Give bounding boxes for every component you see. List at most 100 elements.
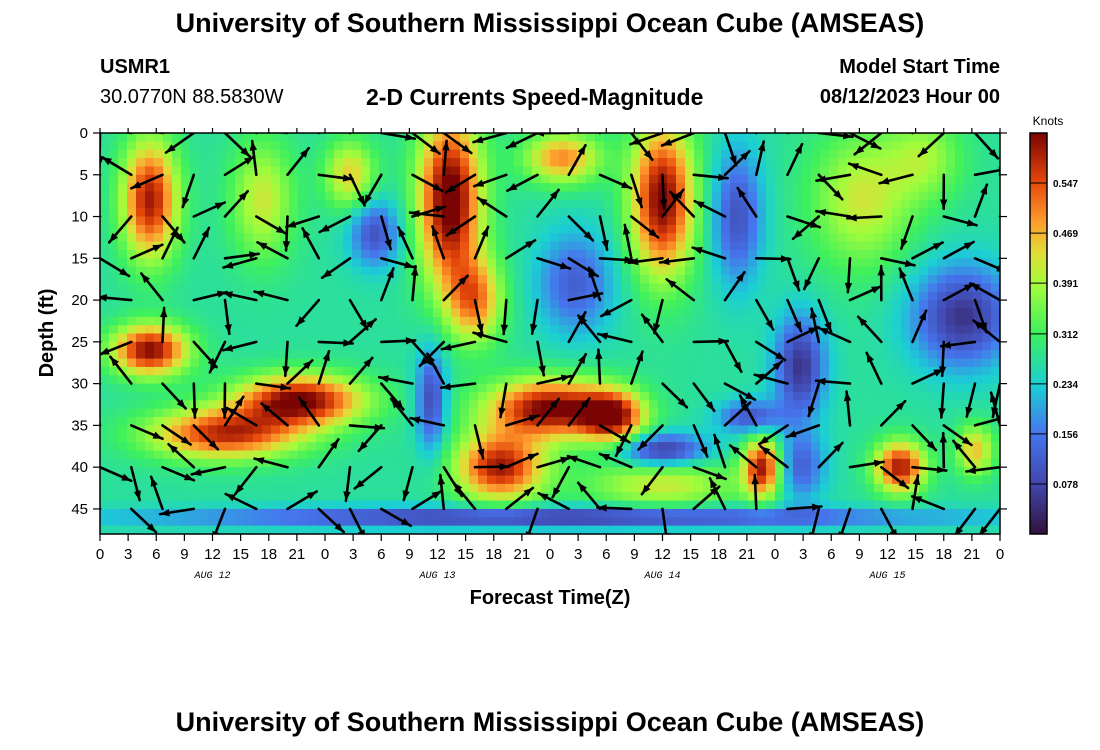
heatmap-cell xyxy=(559,149,569,159)
heatmap-cell xyxy=(505,400,515,410)
heatmap-cell xyxy=(919,158,929,168)
main-title: University of Southern Mississippi Ocean… xyxy=(175,8,925,38)
heatmap-cell xyxy=(370,383,380,393)
heatmap-cell xyxy=(541,300,551,310)
heatmap-cell xyxy=(316,308,326,318)
heatmap-cell xyxy=(190,341,200,351)
heatmap-cell xyxy=(343,341,353,351)
heatmap-cell xyxy=(127,525,137,534)
heatmap-cell xyxy=(109,316,119,326)
heatmap-cell xyxy=(982,400,992,410)
heatmap-cell xyxy=(883,308,893,318)
heatmap-cell xyxy=(784,249,794,259)
heatmap-cell xyxy=(991,258,1000,268)
heatmap-cell xyxy=(469,191,479,201)
heatmap-cell xyxy=(856,417,866,426)
heatmap-cell xyxy=(802,208,812,218)
heatmap-cell xyxy=(784,483,794,493)
heatmap-cell xyxy=(568,308,578,318)
heatmap-cell xyxy=(838,133,848,142)
heatmap-cell xyxy=(496,300,506,310)
heatmap-cell xyxy=(775,483,785,493)
heatmap-cell xyxy=(946,475,956,485)
heatmap-cell xyxy=(163,400,173,410)
heatmap-cell xyxy=(100,508,110,518)
heatmap-cell xyxy=(298,492,308,502)
heatmap-cell xyxy=(676,508,686,518)
heatmap-cell xyxy=(361,158,371,168)
heatmap-cell xyxy=(154,391,164,401)
heatmap-cell xyxy=(352,433,362,443)
heatmap-cell xyxy=(820,450,830,460)
heatmap-cell xyxy=(667,341,677,351)
heatmap-cell xyxy=(622,300,632,310)
heatmap-cell xyxy=(460,383,470,393)
heatmap-cell xyxy=(586,341,596,351)
heatmap-cell xyxy=(379,483,389,493)
current-vector xyxy=(472,173,508,188)
heatmap-cell xyxy=(136,133,146,142)
heatmap-cell xyxy=(937,308,947,318)
heatmap-cell xyxy=(892,191,902,201)
heatmap-cell xyxy=(136,442,146,452)
heatmap-cell xyxy=(154,458,164,468)
heatmap-cell xyxy=(541,467,551,477)
heatmap-cell xyxy=(316,517,326,527)
heatmap-cell xyxy=(343,208,353,218)
heatmap-cell xyxy=(802,316,812,326)
heatmap-cell xyxy=(163,158,173,168)
heatmap-cell xyxy=(847,208,857,218)
heatmap-cell xyxy=(289,433,299,443)
heatmap-cell xyxy=(262,383,272,393)
heatmap-cell xyxy=(406,366,416,376)
heatmap-cell xyxy=(397,442,407,452)
heatmap-cell xyxy=(559,333,569,343)
heatmap-cell xyxy=(568,525,578,534)
heatmap-cell xyxy=(775,308,785,318)
heatmap-cell xyxy=(550,442,560,452)
current-vector xyxy=(223,189,249,218)
current-vector xyxy=(598,173,633,190)
heatmap-cell xyxy=(361,517,371,527)
heatmap-cell xyxy=(145,141,155,151)
heatmap-cell xyxy=(829,450,839,460)
heatmap-cell xyxy=(100,333,110,343)
heatmap-cell xyxy=(262,149,272,159)
heatmap-cell xyxy=(721,517,731,527)
heatmap-cell xyxy=(307,525,317,534)
current-vector xyxy=(754,140,766,177)
heatmap-cell xyxy=(136,408,146,418)
heatmap-cell xyxy=(235,149,245,159)
current-vector xyxy=(472,133,508,144)
heatmap-cell xyxy=(361,183,371,193)
heatmap-cell xyxy=(163,249,173,259)
heatmap-cell xyxy=(100,467,110,477)
current-vector xyxy=(317,173,354,182)
heatmap-cell xyxy=(847,400,857,410)
heatmap-cell xyxy=(244,291,254,301)
heatmap-cell xyxy=(100,325,110,335)
heatmap-cell xyxy=(667,492,677,502)
heatmap-cell xyxy=(343,350,353,360)
heatmap-cell xyxy=(505,467,515,477)
heatmap-cell xyxy=(136,458,146,468)
heatmap-cell xyxy=(622,408,632,418)
heatmap-cell xyxy=(874,508,884,518)
heatmap-cell xyxy=(262,191,272,201)
heatmap-cell xyxy=(109,249,119,259)
current-vector xyxy=(942,240,975,260)
heatmap-cell xyxy=(325,508,335,518)
heatmap-cell xyxy=(694,467,704,477)
current-vectors xyxy=(100,133,1000,534)
heatmap-cell xyxy=(559,141,569,151)
heatmap-cell xyxy=(910,183,920,193)
heatmap-cell xyxy=(163,283,173,293)
heatmap-cell xyxy=(406,408,416,418)
heatmap-cell xyxy=(469,333,479,343)
heatmap-cell xyxy=(226,224,236,234)
heatmap-cell xyxy=(262,300,272,310)
heatmap-cell xyxy=(856,500,866,510)
heatmap-cell xyxy=(577,475,587,485)
heatmap-cell xyxy=(487,467,497,477)
heatmap-cell xyxy=(253,492,263,502)
